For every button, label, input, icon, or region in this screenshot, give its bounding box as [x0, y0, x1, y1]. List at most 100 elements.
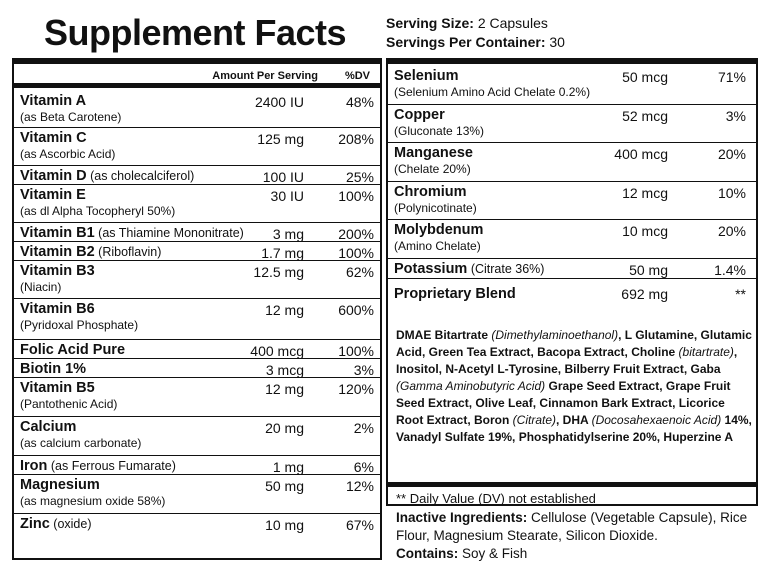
nutrient-amount: 52 mcg: [622, 108, 668, 124]
nutrient-source: (as Ascorbic Acid): [20, 147, 116, 161]
nutrient-name: Iron (as Ferrous Fumarate): [20, 458, 176, 474]
nutrient-amount: 3 mg: [272, 226, 304, 242]
nutrient-dv: 62%: [345, 264, 374, 280]
right-row: Copper (Gluconate 13%) 52 mcg 3%: [388, 105, 756, 143]
nutrient-dv: 600%: [338, 302, 374, 318]
nutrient-dv: 71%: [717, 69, 746, 85]
nutrient-amount: 125 mg: [257, 131, 304, 147]
nutrient-source: (Gluconate 13%): [394, 124, 485, 138]
nutrient-dv: 3%: [353, 362, 374, 378]
nutrient-name: Potassium (Citrate 36%): [394, 261, 545, 277]
left-row: Vitamin B6 (Pyridoxal Phosphate) 12 mg 600%: [14, 299, 380, 340]
servings-per-container: Servings Per Container: 30: [386, 34, 565, 50]
nutrient-name: Vitamin E: [20, 187, 86, 203]
nutrient-amount: 1.7 mg: [261, 245, 304, 261]
right-row: Chromium (Polynicotinate) 12 mcg 10%: [388, 182, 756, 220]
nutrient-amount: 3 mcg: [265, 362, 304, 378]
nutrient-amount: 50 mcg: [622, 69, 668, 85]
inactive-ingredients: Inactive Ingredients: Cellulose (Vegetab…: [396, 510, 748, 561]
nutrient-source-inline: (as Ferrous Fumarate): [47, 459, 176, 473]
nutrient-name: Vitamin B3: [20, 263, 95, 279]
right-row: Manganese (Chelate 20%) 400 mcg 20%: [388, 143, 756, 182]
nutrient-name: Vitamin B6: [20, 301, 95, 317]
nutrient-dv: 20%: [717, 223, 746, 239]
nutrient-dv: 3%: [725, 108, 746, 124]
nutrient-dv: 48%: [345, 94, 374, 110]
nutrient-amount: 12 mg: [265, 381, 304, 397]
left-row: Vitamin A (as Beta Carotene) 2400 IU 48%: [14, 91, 380, 128]
left-row: Vitamin D (as cholecalciferol) 100 IU 25%: [14, 166, 380, 185]
nutrient-name: Copper: [394, 107, 445, 123]
nutrient-amount: 50 mg: [629, 262, 668, 278]
nutrient-dv: 100%: [338, 343, 374, 359]
left-row: Magnesium (as magnesium oxide 58%) 50 mg 12…: [14, 475, 380, 514]
nutrient-dv: 1.4%: [714, 262, 746, 278]
nutrient-dv: 20%: [717, 146, 746, 162]
nutrient-dv: 100%: [338, 245, 374, 261]
nutrient-amount: 10 mcg: [622, 223, 668, 239]
nutrient-name: Molybdenum: [394, 222, 484, 238]
nutrient-name: Folic Acid Pure: [20, 342, 126, 358]
nutrient-amount: 12 mcg: [622, 185, 668, 201]
nutrient-dv: 12%: [345, 478, 374, 494]
nutrient-source: (Polynicotinate): [394, 201, 477, 215]
nutrient-dv: 6%: [353, 459, 374, 475]
nutrient-name: Selenium: [394, 68, 459, 84]
left-row: Vitamin C (as Ascorbic Acid) 125 mg 208%: [14, 128, 380, 166]
left-row: Vitamin B5 (Pantothenic Acid) 12 mg 120%: [14, 378, 380, 417]
right-row: Potassium (Citrate 36%) 50 mg 1.4%: [388, 259, 756, 279]
nutrient-source: (as Beta Carotene): [20, 110, 122, 124]
nutrient-source: (Pyridoxal Phosphate): [20, 318, 139, 332]
left-row: Vitamin B3 (Niacin) 12.5 mg 62%: [14, 261, 380, 299]
nutrient-name: Magnesium: [20, 477, 100, 493]
nutrient-amount: 30 IU: [270, 188, 304, 204]
nutrient-dv: 200%: [338, 226, 374, 242]
nutrient-dv: 2%: [353, 420, 374, 436]
nutrient-amount: 400 mcg: [614, 146, 668, 162]
nutrient-source: (Pantothenic Acid): [20, 397, 118, 411]
right-row: Molybdenum (Amino Chelate) 10 mcg 20%: [388, 220, 756, 259]
nutrient-source-inline: (Citrate 36%): [467, 262, 545, 276]
serving-size: Serving Size: 2 Capsules: [386, 15, 548, 31]
nutrient-amount: 12 mg: [265, 302, 304, 318]
nutrient-source: (as calcium carbonate): [20, 436, 142, 450]
serving-info: Serving Size: 2 Capsules Servings Per Co…: [386, 14, 565, 52]
nutrient-amount: 2400 IU: [254, 94, 304, 110]
nutrient-name: Chromium: [394, 184, 467, 200]
left-facts-panel: Amount Per Serving %DV Vitamin A (as Beta…: [12, 58, 382, 560]
nutrient-amount: 10 mg: [265, 517, 304, 533]
nutrient-name: Zinc (oxide): [20, 516, 92, 532]
nutrient-name: Vitamin B1 (as Thiamine Mononitrate): [20, 225, 244, 241]
nutrient-dv: 25%: [345, 169, 374, 185]
nutrient-amount: 400 mcg: [250, 343, 304, 359]
nutrient-name: Vitamin B5: [20, 380, 95, 396]
left-row: Zinc (oxide) 10 mg 67%: [14, 514, 380, 560]
left-row: Vitamin E (as dl Alpha Tocopheryl 50%) 30 …: [14, 185, 380, 223]
label-title: Supplement Facts: [44, 12, 347, 53]
left-row: Calcium (as calcium carbonate) 20 mg 2%: [14, 417, 380, 456]
nutrient-source: (Niacin): [20, 280, 62, 294]
nutrient-name: Proprietary Blend: [394, 286, 516, 302]
amount-column-header: Amount Per Serving: [212, 70, 318, 82]
nutrient-name: Vitamin D (as cholecalciferol): [20, 168, 195, 184]
proprietary-blend-ingredients: DMAE Bitartrate (Dimethylaminoethanol), …: [396, 328, 752, 444]
nutrient-amount: 20 mg: [265, 420, 304, 436]
nutrient-name: Calcium: [20, 419, 77, 435]
nutrient-source: (as magnesium oxide 58%): [20, 494, 166, 508]
nutrient-name: Biotin 1%: [20, 361, 87, 377]
nutrient-name: Vitamin C: [20, 130, 87, 146]
right-row: Selenium (Selenium Amino Acid Chelate 0.2…: [388, 66, 756, 105]
dv-column-header: %DV: [344, 70, 370, 82]
nutrient-name: Manganese: [394, 145, 473, 161]
nutrient-source: (Amino Chelate): [394, 239, 481, 253]
nutrient-source: (Chelate 20%): [394, 162, 471, 176]
nutrient-name: Vitamin A: [20, 93, 87, 109]
nutrient-source-inline: (oxide): [49, 517, 92, 531]
left-row: Iron (as Ferrous Fumarate) 1 mg 6%: [14, 456, 380, 475]
left-row: Folic Acid Pure 400 mcg 100%: [14, 340, 380, 359]
nutrient-amount: 692 mg: [621, 286, 668, 302]
nutrient-amount: 50 mg: [265, 478, 304, 494]
daily-value-note: ** Daily Value (DV) not established: [388, 482, 756, 510]
nutrient-dv: 67%: [345, 517, 374, 533]
nutrient-name: Vitamin B2 (Riboflavin): [20, 244, 162, 260]
